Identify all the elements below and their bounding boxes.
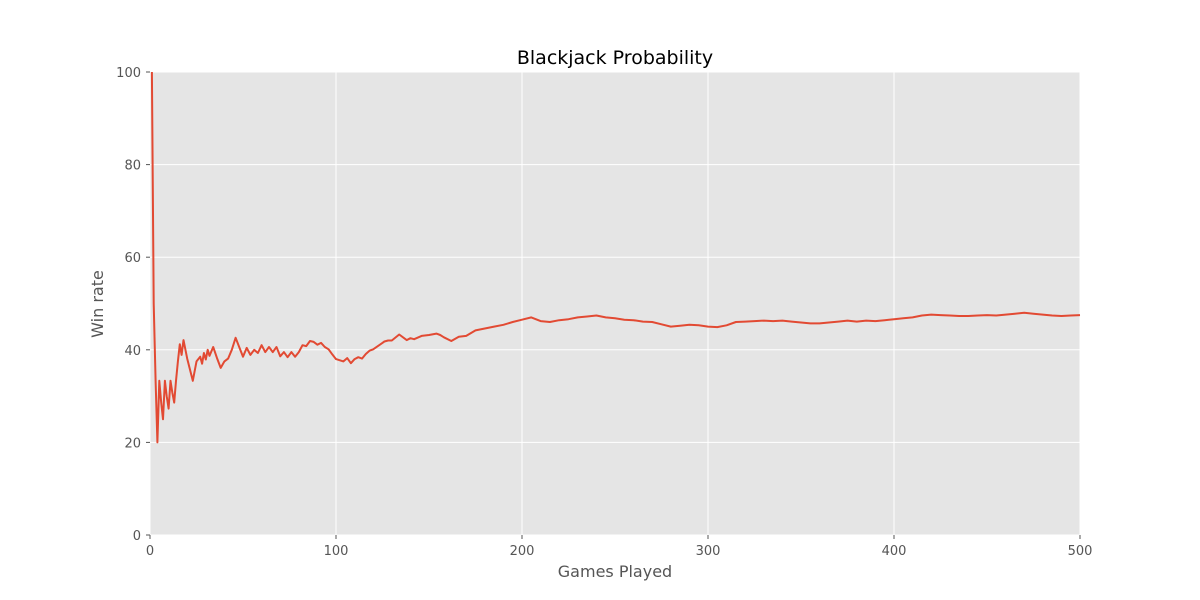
x-tick-label: 0 bbox=[146, 544, 154, 559]
y-tick-label: 60 bbox=[124, 251, 141, 266]
x-tick-label: 200 bbox=[510, 544, 535, 559]
y-axis-label: Win rate bbox=[88, 270, 107, 338]
y-tick-label: 0 bbox=[133, 529, 141, 544]
x-axis-label: Games Played bbox=[558, 562, 672, 581]
y-tick-label: 100 bbox=[116, 66, 141, 81]
plot-area bbox=[150, 72, 1080, 535]
y-tick-label: 80 bbox=[124, 159, 141, 174]
x-tick-label: 500 bbox=[1068, 544, 1093, 559]
chart-title: Blackjack Probability bbox=[517, 47, 713, 69]
x-tick-label: 300 bbox=[696, 544, 721, 559]
x-tick-label: 400 bbox=[882, 544, 907, 559]
x-tick-label: 100 bbox=[324, 544, 349, 559]
y-tick-label: 40 bbox=[124, 344, 141, 359]
y-tick-label: 20 bbox=[124, 436, 141, 451]
